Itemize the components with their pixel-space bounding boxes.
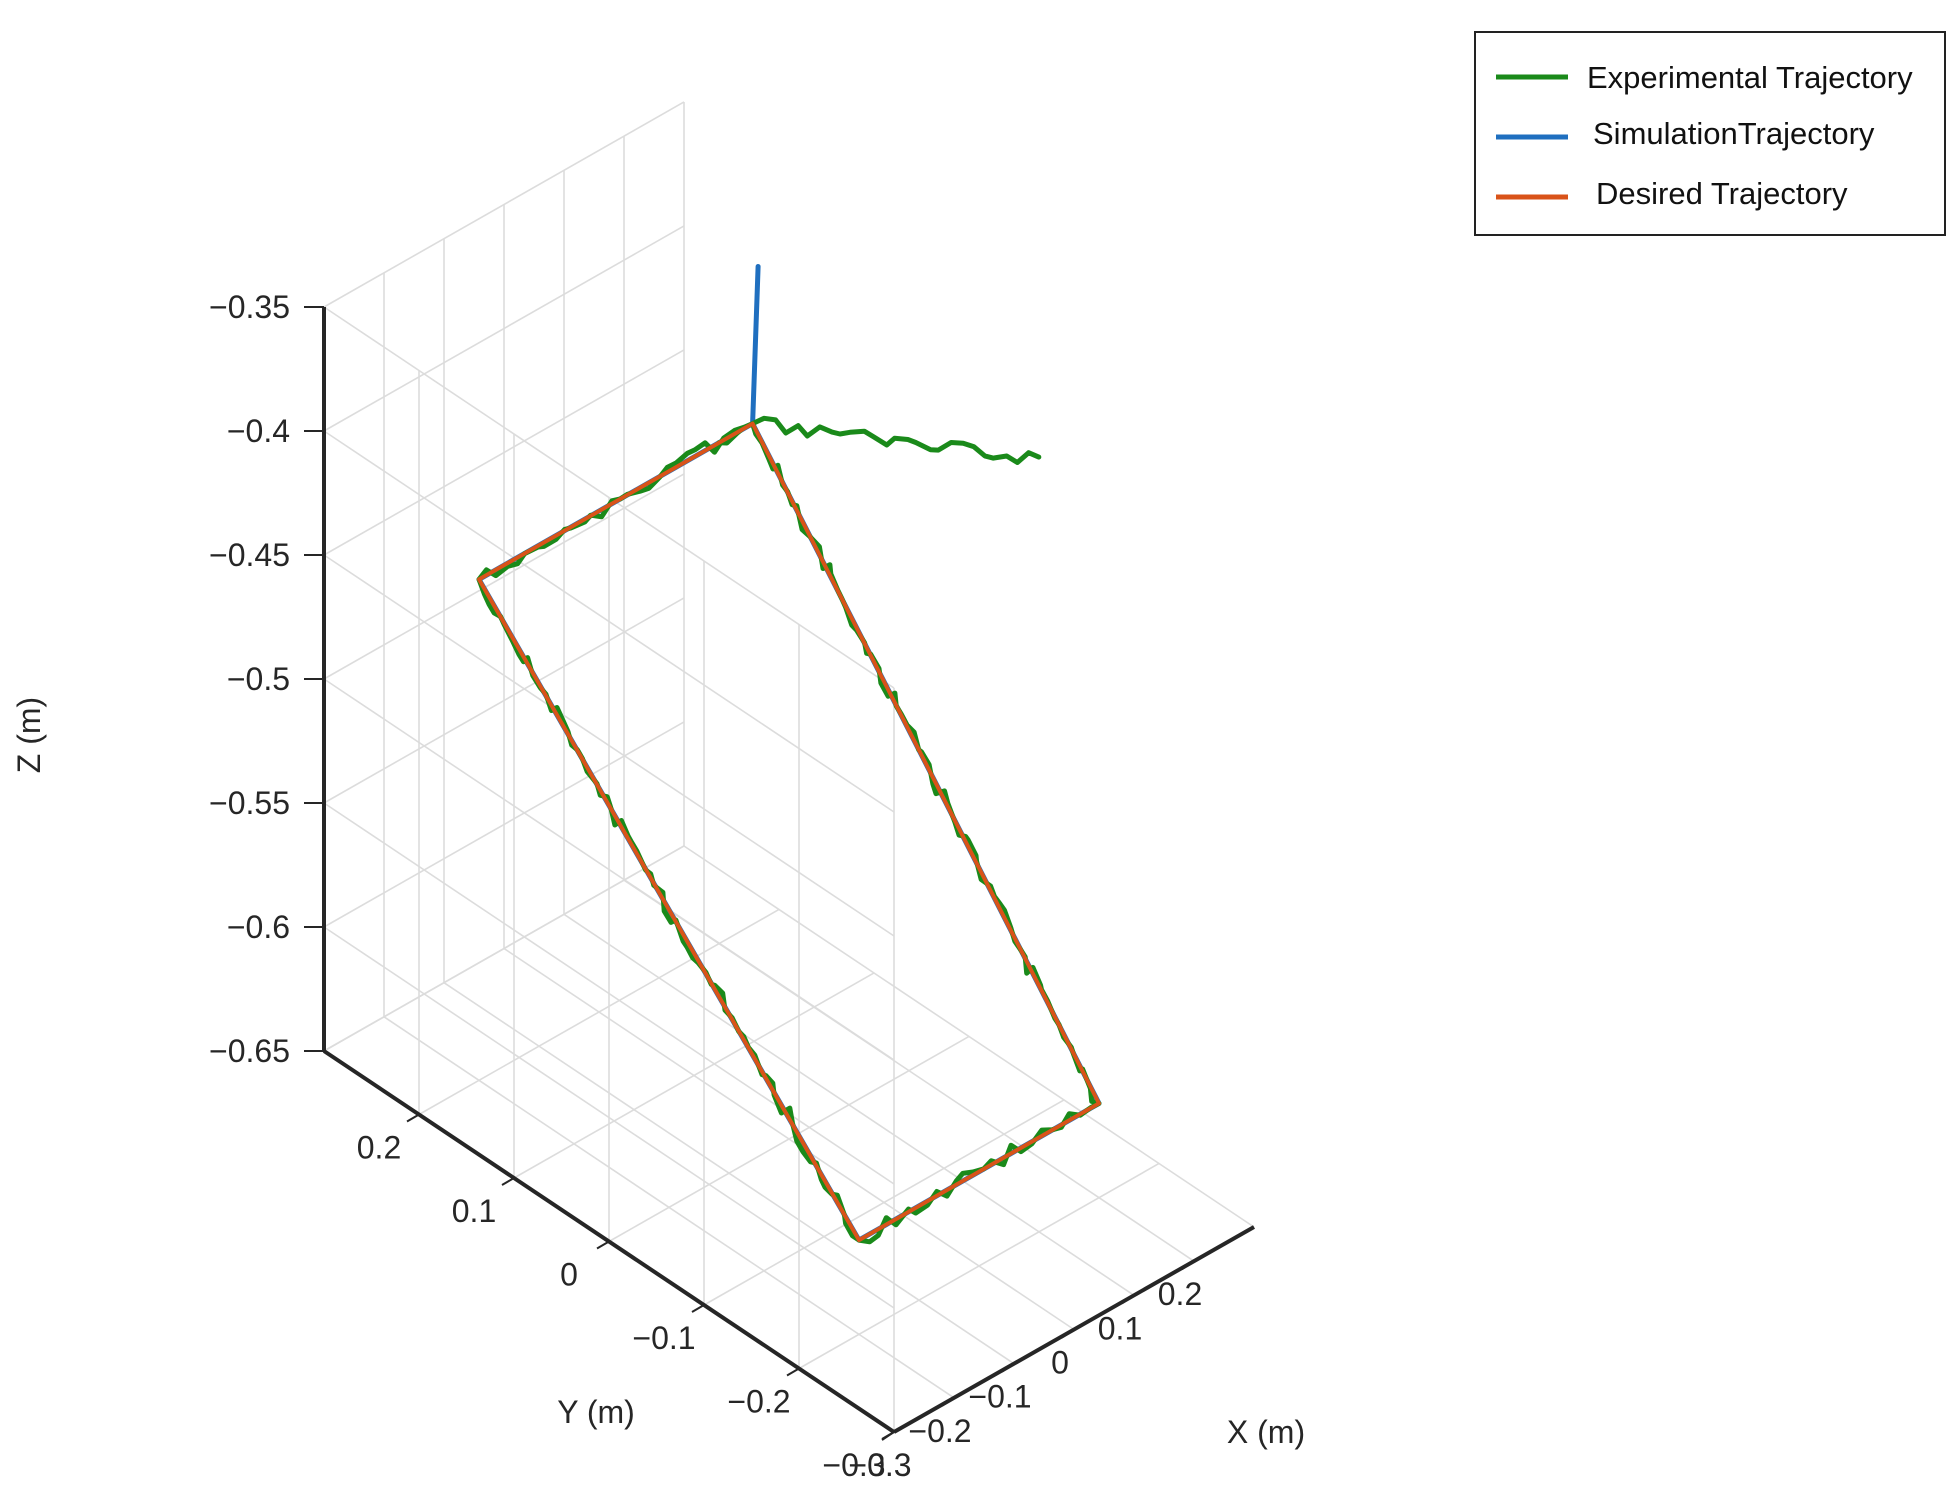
y-tick-label: 0.2 bbox=[357, 1130, 401, 1166]
grid-floor-y bbox=[608, 1035, 970, 1243]
legend-label-simulation: SimulationTrajectory bbox=[1593, 116, 1875, 151]
desired-trajectory-line bbox=[477, 421, 1101, 1243]
grid-wall-y-horizontal bbox=[323, 225, 685, 432]
x-axis-label: X (m) bbox=[1227, 1414, 1305, 1450]
x-tick-label: −0.1 bbox=[968, 1379, 1031, 1415]
legend-entry-desired: Desired Trajectory bbox=[1496, 176, 1848, 211]
grid-wall-x-horizontal bbox=[323, 430, 895, 813]
grid-wall-x-horizontal bbox=[323, 554, 895, 937]
grid-wall-y-horizontal bbox=[323, 597, 685, 804]
x-tick-mark bbox=[941, 1396, 955, 1407]
grid-floor-y bbox=[703, 1099, 1065, 1306]
legend-entry-simulation: SimulationTrajectory bbox=[1496, 116, 1875, 151]
y-tick-label: 0 bbox=[560, 1257, 578, 1293]
x-tick-mark bbox=[1061, 1328, 1075, 1339]
y-axis-label: Y (m) bbox=[557, 1394, 635, 1430]
grid-wall-y-horizontal bbox=[323, 101, 685, 308]
legend: Experimental Trajectory SimulationTrajec… bbox=[1474, 31, 1946, 236]
y-tick-mark bbox=[786, 1367, 800, 1377]
grid-wall-y-horizontal bbox=[323, 349, 685, 556]
x-tick-label: 0.1 bbox=[1098, 1310, 1142, 1346]
series bbox=[476, 264, 1102, 1245]
y-tick-label: 0.1 bbox=[452, 1193, 496, 1229]
x-tick-label: 0.2 bbox=[1158, 1276, 1202, 1312]
z-tick-label: −0.4 bbox=[227, 413, 290, 449]
x-tick-mark bbox=[1121, 1294, 1135, 1305]
z-tick-label: −0.6 bbox=[227, 909, 290, 945]
grid-floor-y bbox=[798, 1162, 1160, 1370]
y-tick-mark bbox=[881, 1431, 895, 1440]
grid-wall-y-horizontal bbox=[323, 473, 685, 680]
y-tick-label: −0.2 bbox=[727, 1384, 790, 1420]
y-tick-mark bbox=[596, 1240, 610, 1250]
legend-label-experimental: Experimental Trajectory bbox=[1587, 60, 1913, 95]
z-tick-label: −0.65 bbox=[209, 1033, 290, 1069]
x-tick-mark bbox=[1001, 1362, 1015, 1373]
legend-box bbox=[1474, 31, 1946, 236]
x-tick-mark bbox=[1181, 1260, 1195, 1270]
y-tick-mark bbox=[406, 1113, 420, 1123]
axes bbox=[304, 306, 1255, 1441]
z-tick-label: −0.55 bbox=[209, 785, 290, 821]
z-axis-label: Z (m) bbox=[11, 697, 47, 773]
grid-wall-x-horizontal bbox=[323, 926, 895, 1309]
x-tick-label: −0.3 bbox=[848, 1447, 911, 1483]
legend-label-desired: Desired Trajectory bbox=[1596, 176, 1848, 211]
z-tick-label: −0.5 bbox=[227, 661, 290, 697]
legend-entry-experimental: Experimental Trajectory bbox=[1496, 60, 1913, 95]
grid-wall-x-horizontal bbox=[323, 306, 895, 689]
y-tick-mark bbox=[691, 1304, 705, 1313]
y-tick-label: −0.1 bbox=[632, 1320, 695, 1356]
x-tick-label: 0 bbox=[1051, 1344, 1069, 1380]
tick-labels: −0.3−0.2−0.100.10.2−0.3−0.2−0.100.10.2−0… bbox=[209, 289, 1202, 1483]
y-tick-label: −0.3 bbox=[822, 1447, 885, 1483]
y-tick-mark bbox=[501, 1177, 515, 1186]
grid-wall-x-horizontal bbox=[323, 678, 895, 1061]
grid-wall-y-horizontal bbox=[323, 721, 685, 928]
grid-wall-x-horizontal bbox=[323, 802, 895, 1185]
z-tick-label: −0.45 bbox=[209, 537, 290, 573]
grid-wall-y-horizontal bbox=[323, 845, 685, 1052]
z-tick-label: −0.35 bbox=[209, 289, 290, 325]
x-tick-label: −0.2 bbox=[908, 1413, 971, 1449]
